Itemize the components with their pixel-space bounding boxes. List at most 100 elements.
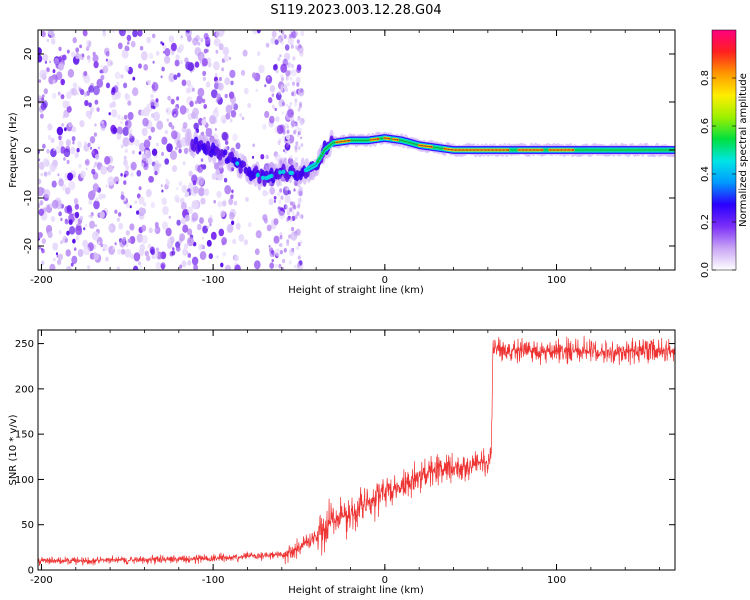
spectrogram-speckle (95, 224, 97, 227)
spectrogram-speckle (216, 93, 221, 100)
spectrogram-speckle (241, 70, 245, 76)
spectrogram-x-label: Height of straight line (km) (288, 285, 424, 296)
spectrogram-speckle (158, 164, 161, 168)
snr-x-axis: -200 -100 0 100 (30, 330, 659, 586)
spectrogram-speckle (72, 239, 76, 244)
spectrogram-speckle (181, 202, 187, 210)
spectrogram-speckle (66, 249, 71, 256)
spectrogram-speckle (88, 59, 91, 63)
spectrogram-speckle (209, 223, 211, 226)
spectrogram-speckle (125, 94, 130, 101)
spectrogram-speckle (300, 89, 303, 93)
spectrogram-speckle (290, 217, 293, 221)
spectrogram-speckle (256, 89, 258, 92)
x-tick-label: -200 (30, 275, 53, 286)
snr-x-label: Height of straight line (km) (288, 585, 424, 596)
spectrogram-speckle (96, 107, 99, 112)
spectrogram-speckle (209, 115, 216, 124)
spectrogram-speckle (69, 226, 75, 235)
spectrogram-speckle (285, 70, 290, 77)
spectrogram-speckle (53, 79, 56, 84)
spectrogram-speckle (148, 176, 153, 183)
spectrogram-speckle (85, 224, 87, 227)
spectrogram-speckle (48, 231, 53, 238)
signal-core (261, 176, 265, 180)
spectrogram-speckle (86, 168, 88, 171)
spectrogram-speckle (132, 87, 138, 96)
spectrogram-speckle (295, 141, 298, 145)
spectrogram-speckle (184, 148, 189, 154)
spectrogram-speckle (136, 210, 139, 214)
spectrogram-speckle (109, 103, 113, 108)
spectrogram-speckle (128, 239, 131, 243)
spectrogram-speckle (162, 221, 168, 229)
spectrogram-speckle (228, 198, 233, 205)
spectrogram-speckle (287, 130, 290, 134)
spectrogram-speckle (141, 163, 144, 168)
spectrogram-speckle (37, 232, 42, 239)
spectrogram-speckle (292, 211, 295, 215)
spectrogram-speckle (215, 128, 217, 131)
spectrogram-speckle (161, 184, 163, 187)
spectrogram-speckle (148, 244, 152, 249)
spectrogram-speckle (166, 109, 168, 112)
spectrogram-speckle (255, 248, 260, 255)
spectrogram-speckle (174, 195, 179, 202)
spectrogram-speckle (127, 35, 132, 41)
spectrogram-speckle (239, 234, 245, 242)
spectrogram-speckle (156, 143, 159, 147)
spectrogram-speckle (145, 150, 148, 154)
spectrogram-speckle (224, 178, 227, 183)
x-tick-label: -100 (202, 275, 225, 286)
spectrogram-speckle (136, 170, 141, 177)
spectrogram-speckle (67, 160, 70, 164)
spectrogram-speckle (278, 200, 281, 204)
spectrogram-speckle (79, 45, 82, 49)
spectrogram-speckle (80, 207, 82, 210)
spectrogram-speckle (298, 146, 301, 150)
spectrogram-speckle (177, 73, 181, 78)
spectrogram-speckle (197, 176, 204, 186)
spectrogram-speckle (286, 242, 289, 246)
spectrogram-speckle (116, 133, 121, 140)
spectrogram-speckle (140, 46, 143, 51)
spectrogram-speckle (124, 174, 127, 178)
spectrogram-speckle (171, 130, 178, 139)
spectrogram-speckle (301, 143, 304, 146)
spectrogram-speckle (292, 56, 295, 60)
spectrogram-speckle (60, 218, 62, 221)
spectrogram-speckle (51, 216, 56, 222)
spectrogram-speckle (73, 82, 78, 88)
spectrogram-speckle (80, 216, 83, 221)
spectrogram-speckle (75, 204, 79, 210)
spectrogram-speckle (161, 75, 163, 78)
spectrogram-speckle (117, 266, 121, 271)
spectrogram-speckle (257, 28, 261, 33)
spectrogram-speckle (130, 254, 134, 259)
figure-canvas: S119.2023.003.12.28.G04 -200 -100 0 100 -20… (0, 0, 750, 600)
spectrogram-speckle (219, 229, 225, 237)
spectrogram-speckle (295, 215, 298, 219)
spectrogram-speckle (156, 98, 159, 102)
spectrogram-speckle (74, 198, 78, 204)
spectrogram-speckle (121, 249, 125, 255)
spectrogram-speckle (153, 163, 159, 171)
spectrogram-speckle (161, 152, 164, 156)
spectrogram-speckle (161, 137, 167, 145)
spectrogram-speckle (262, 190, 267, 197)
spectrogram-speckle (201, 158, 204, 162)
spectrogram-speckle (39, 200, 43, 205)
spectrogram-speckle (252, 144, 255, 148)
spectrogram-speckle (82, 54, 85, 58)
y-tick-label: -20 (23, 238, 34, 254)
spectrogram-speckle (156, 121, 163, 130)
spectrogram-speckle (207, 240, 212, 247)
signal-core (290, 171, 294, 175)
spectrogram-speckle (296, 82, 299, 86)
spectrogram-speckle (219, 77, 222, 81)
spectrogram-speckle (287, 217, 290, 221)
spectrogram-speckle (229, 212, 235, 220)
spectrogram-speckle (90, 214, 93, 218)
spectrogram-speckle (289, 34, 292, 38)
spectrogram-speckle (104, 156, 110, 165)
